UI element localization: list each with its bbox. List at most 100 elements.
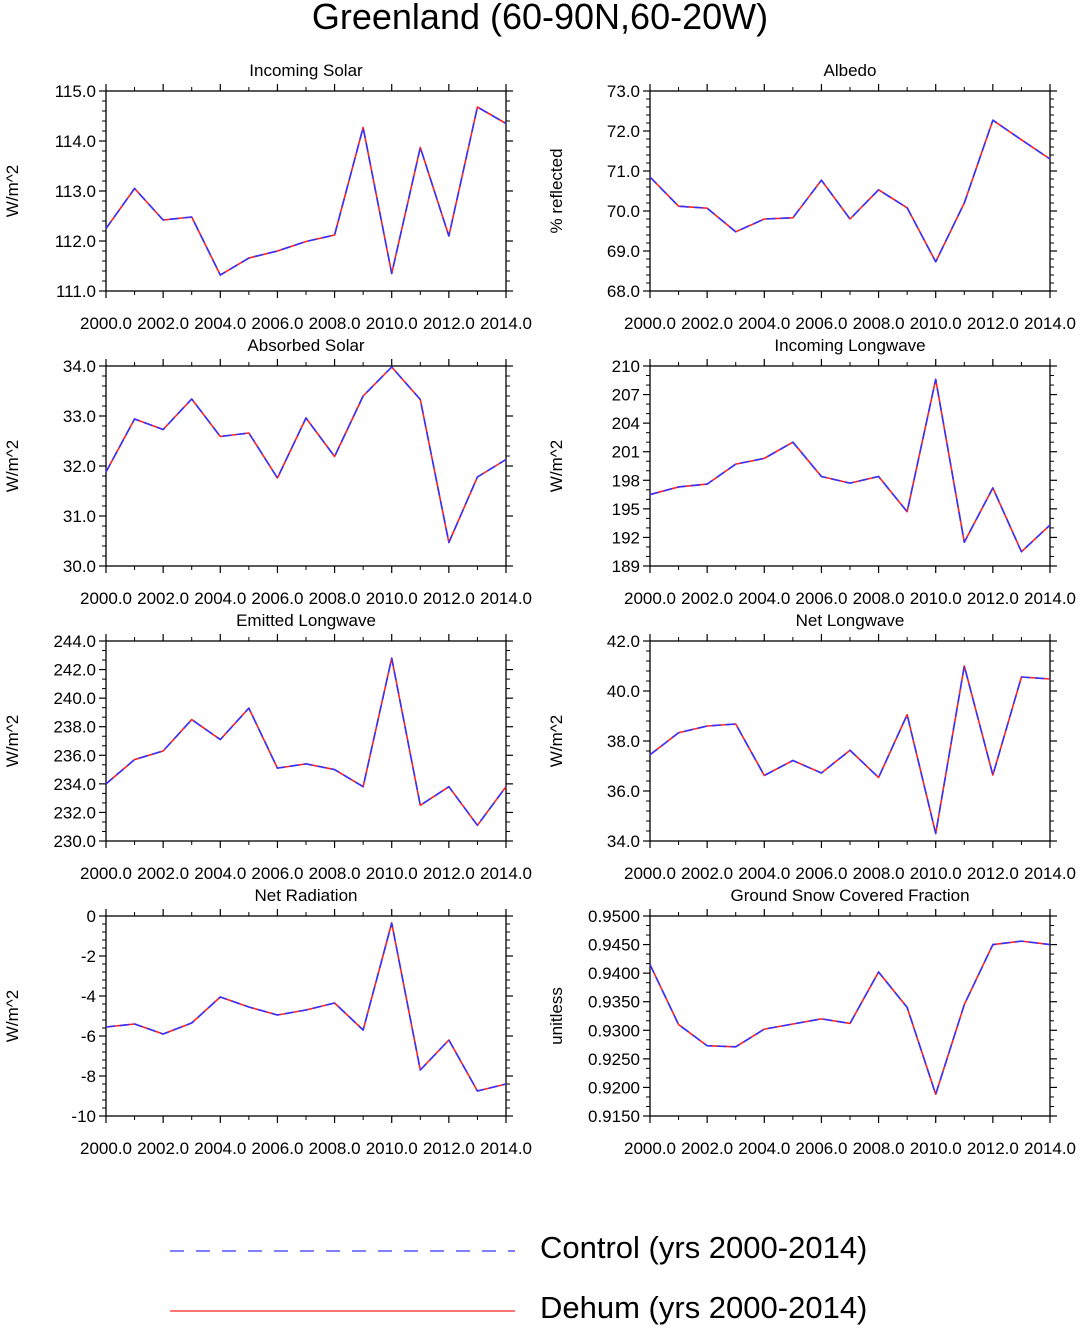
absorbed-solar-series-dehum — [105, 366, 507, 544]
emitted-longwave-xtick-label: 2004.0 — [194, 864, 246, 883]
incoming-solar-xtick-label: 2010.0 — [366, 314, 418, 333]
emitted-longwave-series-control — [105, 657, 507, 827]
absorbed-solar-title: Absorbed Solar — [247, 336, 365, 355]
incoming-longwave-ytick-label: 207 — [612, 386, 640, 405]
legend-lines — [170, 1250, 515, 1312]
emitted-longwave-xtick-label: 2012.0 — [423, 864, 475, 883]
ground-snow-covered-fraction-series-control — [649, 940, 1051, 1096]
incoming-longwave-ytick-label: 210 — [612, 357, 640, 376]
ground-snow-covered-fraction-ylabel: unitless — [547, 987, 566, 1045]
ground-snow-covered-fraction-xtick-label: 2006.0 — [795, 1139, 847, 1158]
incoming-solar-ytick-label: 111.0 — [56, 282, 96, 301]
panels-group: Incoming Solar W/m^2 111.0 112.0 113.0 114.0 1… — [3, 61, 1076, 1158]
net-radiation-xtick-label: 2000.0 — [80, 1139, 132, 1158]
emitted-longwave-plot-frame — [105, 640, 507, 842]
albedo-xtick-label: 2010.0 — [910, 314, 962, 333]
albedo-title: Albedo — [824, 61, 877, 80]
incoming-longwave-plot-frame — [649, 365, 1051, 567]
legend-label-dehum: Dehum (yrs 2000-2014) — [540, 1290, 868, 1325]
incoming-solar-xtick-label: 2002.0 — [137, 314, 189, 333]
absorbed-solar-plot-frame — [105, 365, 507, 567]
emitted-longwave-ytick-label: 230.0 — [53, 832, 96, 851]
albedo-ytick-label: 71.0 — [607, 162, 640, 181]
ground-snow-covered-fraction-ytick-label: 0.9300 — [588, 1021, 640, 1040]
emitted-longwave-xtick-label: 2006.0 — [251, 864, 303, 883]
absorbed-solar-ylabel: W/m^2 — [3, 440, 22, 492]
ground-snow-covered-fraction-ytick-label: 0.9150 — [588, 1107, 640, 1126]
ground-snow-covered-fraction-plot-frame — [649, 915, 1051, 1117]
incoming-solar-xtick-label: 2008.0 — [309, 314, 361, 333]
absorbed-solar-ytick-label: 31.0 — [63, 507, 96, 526]
emitted-longwave-ytick-label: 232.0 — [53, 803, 96, 822]
emitted-longwave-ytick-label: 236.0 — [53, 746, 96, 765]
incoming-solar-ylabel: W/m^2 — [3, 165, 22, 217]
absorbed-solar-xtick-label: 2004.0 — [194, 589, 246, 608]
net-longwave-xtick-label: 2008.0 — [853, 864, 905, 883]
legend-label-control: Control (yrs 2000-2014) — [540, 1230, 868, 1265]
panel-emitted-longwave: Emitted Longwave W/m^2 230.0 232.0 234.0 236.… — [3, 611, 532, 883]
net-longwave-ylabel: W/m^2 — [547, 715, 566, 767]
panel-ground-snow-covered-fraction: Ground Snow Covered Fraction unitless 0.91… — [547, 886, 1076, 1158]
absorbed-solar-xtick-label: 2014.0 — [480, 589, 532, 608]
absorbed-solar-xtick-label: 2002.0 — [137, 589, 189, 608]
albedo-xtick-label: 2006.0 — [795, 314, 847, 333]
incoming-longwave-xtick-label: 2014.0 — [1024, 589, 1076, 608]
panel-albedo: Albedo % reflected 68.0 69.0 70.0 71.0 72.0 73.… — [547, 61, 1076, 333]
ground-snow-covered-fraction-ytick-label: 0.9450 — [588, 936, 640, 955]
panel-incoming-solar: Incoming Solar W/m^2 111.0 112.0 113.0 114.0 1… — [3, 61, 532, 333]
net-longwave-ytick-label: 42.0 — [607, 632, 640, 651]
incoming-solar-xtick-label: 2000.0 — [80, 314, 132, 333]
incoming-longwave-xtick-label: 2010.0 — [910, 589, 962, 608]
net-longwave-ytick-label: 40.0 — [607, 682, 640, 701]
net-radiation-ytick-label: -2 — [81, 947, 96, 966]
emitted-longwave-ytick-label: 240.0 — [53, 689, 96, 708]
incoming-solar-ytick-label: 112.0 — [55, 232, 96, 251]
incoming-solar-title: Incoming Solar — [249, 61, 363, 80]
emitted-longwave-ytick-label: 238.0 — [53, 718, 96, 737]
incoming-longwave-series-control — [649, 378, 1051, 553]
emitted-longwave-xtick-label: 2002.0 — [137, 864, 189, 883]
emitted-longwave-ytick-label: 244.0 — [53, 632, 96, 651]
incoming-solar-ytick-label: 115.0 — [55, 82, 96, 101]
ground-snow-covered-fraction-ytick-label: 0.9400 — [588, 964, 640, 983]
incoming-longwave-xtick-label: 2004.0 — [738, 589, 790, 608]
incoming-longwave-xtick-label: 2006.0 — [795, 589, 847, 608]
figure-title: Greenland (60-90N,60-20W) — [311, 0, 769, 37]
incoming-solar-series-control — [105, 106, 507, 276]
albedo-ytick-label: 73.0 — [607, 82, 640, 101]
albedo-ylabel: % reflected — [547, 148, 566, 233]
albedo-ytick-label: 68.0 — [607, 282, 640, 301]
absorbed-solar-ytick-label: 32.0 — [63, 457, 96, 476]
incoming-longwave-xtick-label: 2012.0 — [967, 589, 1019, 608]
net-radiation-plot-frame — [105, 915, 507, 1117]
net-radiation-ylabel: W/m^2 — [3, 990, 22, 1042]
net-radiation-xtick-label: 2012.0 — [423, 1139, 475, 1158]
incoming-longwave-ytick-label: 195 — [612, 500, 640, 519]
albedo-ytick-label: 69.0 — [607, 242, 640, 261]
panel-absorbed-solar: Absorbed Solar W/m^2 30.0 31.0 32.0 33.0 34.0 2… — [3, 336, 532, 608]
albedo-xtick-label: 2014.0 — [1024, 314, 1076, 333]
absorbed-solar-xtick-label: 2008.0 — [309, 589, 361, 608]
net-radiation-xtick-label: 2014.0 — [480, 1139, 532, 1158]
incoming-solar-xtick-label: 2006.0 — [251, 314, 303, 333]
panel-net-radiation: Net Radiation W/m^2 -10 -8 -6 -4 -2 0 2000.0 2002… — [3, 886, 532, 1158]
albedo-ytick-label: 70.0 — [607, 202, 640, 221]
incoming-longwave-ytick-label: 201 — [612, 443, 640, 462]
net-radiation-xtick-label: 2004.0 — [194, 1139, 246, 1158]
emitted-longwave-xtick-label: 2014.0 — [480, 864, 532, 883]
net-radiation-ytick-label: -10 — [71, 1107, 96, 1126]
net-longwave-xtick-label: 2006.0 — [795, 864, 847, 883]
net-radiation-ytick-label: -4 — [81, 987, 96, 1006]
net-radiation-ytick-label: 0 — [87, 907, 96, 926]
absorbed-solar-xtick-label: 2012.0 — [423, 589, 475, 608]
incoming-solar-ytick-label: 113.0 — [55, 182, 96, 201]
ground-snow-covered-fraction-ytick-label: 0.9250 — [588, 1050, 640, 1069]
net-radiation-xtick-label: 2010.0 — [366, 1139, 418, 1158]
emitted-longwave-title: Emitted Longwave — [236, 611, 376, 630]
ground-snow-covered-fraction-xtick-label: 2012.0 — [967, 1139, 1019, 1158]
net-radiation-xtick-label: 2008.0 — [309, 1139, 361, 1158]
incoming-longwave-xtick-label: 2000.0 — [624, 589, 676, 608]
net-longwave-xtick-label: 2004.0 — [738, 864, 790, 883]
net-radiation-ytick-label: -8 — [81, 1067, 96, 1086]
net-radiation-ytick-label: -6 — [81, 1027, 96, 1046]
